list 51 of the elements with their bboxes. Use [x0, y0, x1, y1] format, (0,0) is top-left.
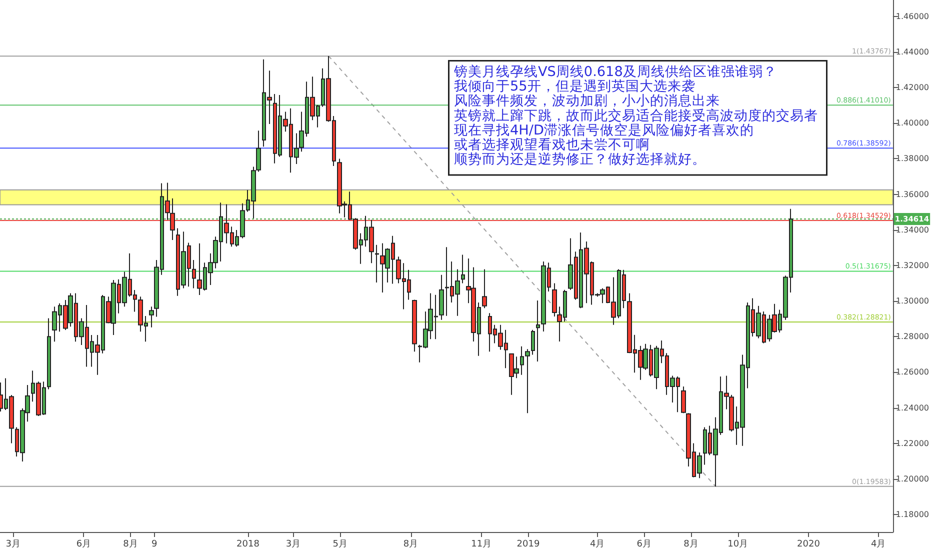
candlestick: [681, 386, 686, 414]
y-tick-label: 1.34000: [896, 225, 930, 234]
x-tick-label: 11月: [471, 540, 492, 550]
y-tick-label: 1.38000: [896, 154, 930, 164]
annotation: 顺势而为还是逆势修正？做好选择就好。: [454, 152, 706, 168]
candlestick: [375, 244, 379, 284]
x-tick-label: 8月: [684, 540, 698, 550]
annotation: 英镑就上蹿下跳，故而此交易适合能接受高波动度的交易者: [454, 108, 818, 124]
annotation: 风险事件频发，波动加剧，小小的消息出来: [454, 93, 720, 110]
y-tick-label: 1.30000: [896, 296, 930, 306]
x-tick-label: 3月: [286, 540, 301, 550]
annotation: 镑美月线孕线VS周线0.618及周线供给区谁强谁弱？: [453, 64, 777, 80]
candlestick: [412, 299, 417, 352]
x-tick-label: 4月: [870, 540, 886, 550]
candlestick: [536, 300, 540, 362]
y-tick-label: 1.20000: [896, 474, 930, 484]
candlestick: [170, 198, 175, 241]
x-tick-label: 6月: [636, 540, 652, 550]
annotation: 我倾向于55开，但是遇到英国大选来袭: [454, 78, 696, 95]
candlestick: [192, 259, 196, 289]
candlestick: [461, 254, 465, 284]
candlestick: [47, 318, 51, 390]
x-tick-label: 8月: [123, 540, 138, 550]
x-tick-label: 2018: [236, 540, 260, 550]
y-tick-label: 1.22000: [896, 438, 930, 448]
candlestick: [482, 268, 487, 309]
candlestick: [552, 282, 557, 318]
x-tick-label: 6月: [76, 540, 92, 550]
y-tick-label: 1.46000: [896, 12, 930, 21]
y-tick-label: 1.36000: [896, 190, 930, 199]
y-tick-label: 1.18000: [896, 510, 930, 520]
candlestick: [149, 306, 154, 328]
y-tick-label: 1.26000: [896, 368, 930, 377]
x-tick-label: 8月: [403, 540, 418, 550]
x-tick-label: 3月: [6, 540, 20, 550]
x-tick-label: 4月: [590, 540, 605, 550]
annotation: 现在寻找4H/D滞涨信号做空是风险偏好者喜欢的: [454, 122, 754, 138]
y-tick-label: 1.44000: [896, 47, 930, 56]
annotation: 或者选择观望看戏也未尝不可啊: [454, 137, 650, 153]
candlestick: [439, 274, 444, 320]
x-tick-label: 5月: [332, 540, 348, 550]
y-tick-label: 1.24000: [896, 403, 930, 412]
x-tick-label: 2020: [797, 540, 820, 550]
candlestick: [531, 329, 535, 356]
y-tick-label: 1.42000: [896, 83, 930, 92]
x-tick-label: 9: [151, 540, 158, 550]
y-tick-label: 1.28000: [896, 332, 930, 342]
y-tick-label: 1.32000: [896, 260, 930, 270]
x-tick-label: 2019: [516, 540, 540, 550]
y-tick-label: 1.40000: [896, 118, 930, 128]
x-tick-label: 10月: [728, 540, 748, 550]
